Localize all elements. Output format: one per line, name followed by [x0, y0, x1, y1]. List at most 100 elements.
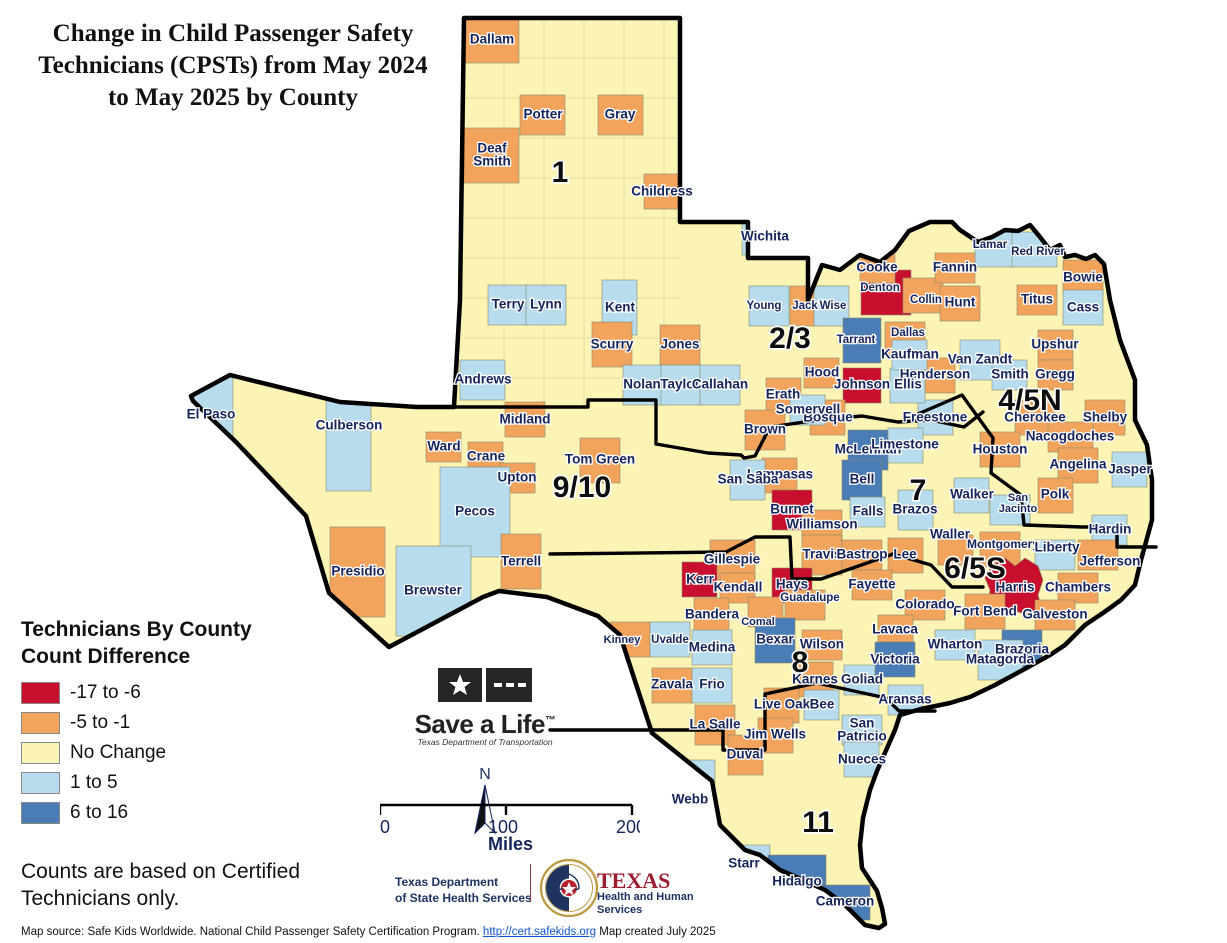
svg-text:Gregg: Gregg [1035, 367, 1075, 382]
svg-text:Nacogdoches: Nacogdoches [1026, 429, 1115, 444]
svg-text:Dallam: Dallam [470, 32, 514, 47]
svg-text:Terrell: Terrell [501, 554, 541, 569]
svg-text:Bee: Bee [810, 697, 835, 712]
svg-text:Collin: Collin [910, 294, 942, 306]
svg-text:Terry: Terry [492, 297, 525, 312]
svg-text:Goliad: Goliad [841, 672, 883, 687]
svg-text:Kaufman: Kaufman [881, 347, 939, 362]
svg-text:Hunt: Hunt [945, 295, 976, 310]
svg-text:Lavaca: Lavaca [872, 622, 918, 637]
svg-text:Kent: Kent [605, 300, 636, 315]
svg-text:Nueces: Nueces [838, 752, 886, 767]
svg-text:Comal: Comal [741, 616, 775, 628]
svg-text:Red River: Red River [1011, 246, 1065, 258]
svg-text:Kerr: Kerr [686, 572, 715, 587]
svg-text:Lynn: Lynn [530, 297, 562, 312]
svg-text:Callahan: Callahan [692, 377, 748, 392]
svg-text:Fayette: Fayette [848, 577, 896, 592]
svg-text:Williamson: Williamson [786, 517, 857, 532]
svg-text:Uvalde: Uvalde [651, 634, 689, 646]
svg-text:Bandera: Bandera [685, 607, 740, 622]
svg-text:Andrews: Andrews [454, 372, 511, 387]
svg-text:Cameron: Cameron [816, 894, 875, 909]
svg-text:Ellis: Ellis [894, 377, 922, 392]
svg-text:11: 11 [802, 806, 834, 839]
svg-text:Presidio: Presidio [331, 564, 384, 579]
svg-text:Johnson: Johnson [834, 377, 890, 392]
svg-text:Nolan: Nolan [623, 377, 661, 392]
svg-text:Hays: Hays [776, 577, 808, 592]
svg-text:Smith: Smith [473, 154, 511, 169]
svg-text:Pecos: Pecos [455, 504, 495, 519]
svg-text:Karnes: Karnes [792, 672, 838, 687]
svg-text:Wichita: Wichita [741, 229, 789, 244]
svg-text:Jacinto: Jacinto [999, 503, 1038, 515]
svg-text:Duval: Duval [727, 747, 764, 762]
svg-text:Bowie: Bowie [1063, 270, 1103, 285]
svg-text:Kinney: Kinney [604, 634, 642, 646]
svg-text:1: 1 [552, 156, 569, 189]
svg-text:Harris: Harris [995, 580, 1034, 595]
svg-text:Medina: Medina [689, 640, 736, 655]
svg-text:Montgomery: Montgomery [967, 537, 1039, 551]
svg-text:Webb: Webb [672, 792, 709, 807]
svg-text:Childress: Childress [631, 184, 693, 199]
svg-text:Liberty: Liberty [1034, 540, 1080, 555]
svg-text:Fort Bend: Fort Bend [953, 604, 1017, 619]
svg-text:Houston: Houston [973, 442, 1028, 457]
svg-text:Tom Green: Tom Green [565, 452, 635, 467]
svg-text:9/10: 9/10 [553, 471, 611, 504]
svg-text:Polk: Polk [1041, 487, 1070, 502]
svg-text:Bastrop: Bastrop [836, 547, 887, 562]
svg-text:Waller: Waller [930, 527, 971, 542]
svg-text:Dallas: Dallas [891, 327, 925, 339]
svg-text:Galveston: Galveston [1022, 607, 1087, 622]
svg-text:Kendall: Kendall [714, 580, 763, 595]
svg-text:Patricio: Patricio [837, 729, 887, 744]
svg-text:Gillespie: Gillespie [704, 552, 761, 567]
svg-text:Guadalupe: Guadalupe [780, 592, 839, 604]
svg-text:Zavala: Zavala [651, 677, 694, 692]
svg-text:Jim Wells: Jim Wells [744, 727, 806, 742]
svg-text:Jefferson: Jefferson [1080, 554, 1141, 569]
svg-text:Burnet: Burnet [770, 502, 814, 517]
svg-text:Hidalgo: Hidalgo [772, 874, 822, 889]
svg-text:Freestone: Freestone [903, 410, 968, 425]
svg-text:Ward: Ward [427, 439, 460, 454]
svg-text:Lamar: Lamar [973, 239, 1008, 251]
svg-text:Midland: Midland [500, 412, 551, 427]
svg-text:Starr: Starr [728, 856, 760, 871]
svg-text:Bexar: Bexar [756, 632, 794, 647]
svg-text:Upton: Upton [498, 470, 537, 485]
svg-text:San Saba: San Saba [718, 472, 779, 487]
svg-text:Culberson: Culberson [316, 418, 383, 433]
svg-text:Hood: Hood [805, 365, 840, 380]
svg-text:2/3: 2/3 [769, 322, 811, 355]
svg-text:Crane: Crane [467, 449, 506, 464]
svg-text:Cass: Cass [1067, 300, 1099, 315]
svg-text:Denton: Denton [860, 282, 900, 294]
svg-text:Brewster: Brewster [404, 583, 463, 598]
svg-text:Lee: Lee [893, 547, 917, 562]
svg-text:Van Zandt: Van Zandt [948, 352, 1013, 367]
svg-text:Wilson: Wilson [800, 637, 844, 652]
svg-text:Chambers: Chambers [1045, 580, 1111, 595]
svg-text:Aransas: Aransas [878, 692, 931, 707]
svg-text:Matagorda: Matagorda [966, 652, 1035, 667]
svg-text:Jones: Jones [660, 337, 699, 352]
svg-text:Brazos: Brazos [892, 502, 937, 517]
svg-text:Frio: Frio [699, 677, 725, 692]
svg-text:Brown: Brown [744, 422, 786, 437]
svg-text:Shelby: Shelby [1083, 410, 1128, 425]
svg-text:La Salle: La Salle [689, 717, 741, 732]
svg-text:Cooke: Cooke [856, 260, 898, 275]
svg-text:Wise: Wise [820, 300, 847, 312]
svg-text:Live Oak: Live Oak [754, 697, 811, 712]
svg-text:Wharton: Wharton [928, 637, 983, 652]
svg-text:Jasper: Jasper [1108, 462, 1152, 477]
svg-text:Potter: Potter [523, 107, 563, 122]
svg-text:Colorado: Colorado [895, 597, 954, 612]
svg-text:Angelina: Angelina [1049, 457, 1106, 472]
svg-text:Victoria: Victoria [870, 652, 920, 667]
svg-text:Bell: Bell [850, 472, 875, 487]
